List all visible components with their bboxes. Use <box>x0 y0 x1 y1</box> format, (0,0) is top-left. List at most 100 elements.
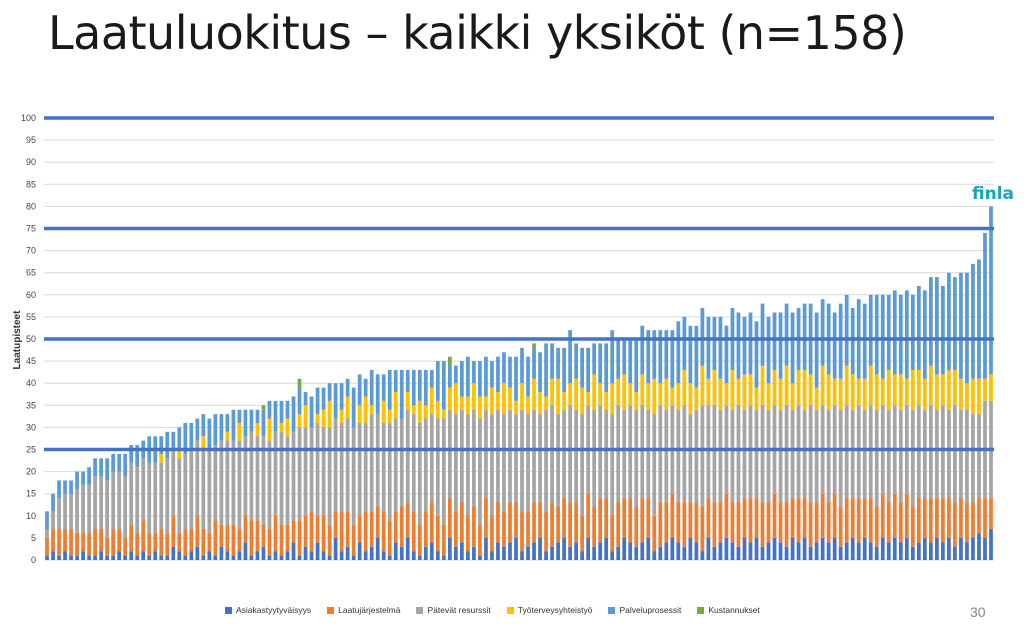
bar-segment <box>225 414 230 432</box>
bar-segment <box>742 316 747 375</box>
bar-segment <box>544 396 548 410</box>
bar-segment <box>135 533 140 556</box>
bar-segment <box>273 400 278 432</box>
bar-segment <box>730 502 735 543</box>
bar-segment <box>664 409 669 503</box>
bar-segment <box>760 405 765 503</box>
bar-segment <box>447 387 452 410</box>
bar-segment <box>712 546 717 560</box>
bar-segment <box>502 546 506 560</box>
bar-segment <box>303 405 308 428</box>
bar-segment <box>862 537 867 560</box>
bar-segment <box>219 546 224 560</box>
bar-segment <box>989 498 993 530</box>
bar-segment <box>760 365 765 406</box>
bar-segment <box>790 537 795 560</box>
bar-segment <box>989 206 993 375</box>
bar-segment <box>405 502 410 538</box>
bar-segment <box>532 378 536 410</box>
bar-segment <box>327 524 332 556</box>
bar-segment <box>237 422 242 441</box>
bar-segment <box>315 387 320 415</box>
bar-segment <box>736 502 741 547</box>
bar-segment <box>375 506 380 538</box>
bar-segment <box>929 498 933 543</box>
bar-segment <box>556 347 560 379</box>
bar-segment <box>652 330 657 379</box>
bar-segment <box>327 427 332 525</box>
bar-segment <box>441 361 446 410</box>
bar-segment <box>466 515 470 552</box>
bar-segment <box>411 414 416 512</box>
bar-segment <box>634 392 639 410</box>
bar-segment <box>237 551 242 560</box>
bar-segment <box>261 405 266 410</box>
bar-segment <box>393 542 398 560</box>
bar-segment <box>261 524 266 547</box>
bar-segment <box>538 352 542 393</box>
bar-segment <box>730 542 735 560</box>
bar-segment <box>490 515 494 552</box>
bar-segment <box>772 537 777 560</box>
bar-segment <box>886 542 891 560</box>
bar-segment <box>754 409 759 499</box>
bar-segment <box>868 294 873 366</box>
chart-legend: Asiakastyytyväisyys Laatujärjestelmä Pätev… <box>225 605 760 615</box>
legend-label: Asiakastyytyväisyys <box>236 605 312 615</box>
bar-segment <box>604 498 609 538</box>
bar-segment <box>922 409 927 499</box>
legend-item: Kustannukset <box>697 605 760 615</box>
bar-segment <box>381 551 386 560</box>
bar-segment <box>953 502 957 547</box>
bar-segment <box>640 374 645 406</box>
bar-segment <box>616 405 621 503</box>
bar-segment <box>57 480 61 499</box>
bar-segment <box>916 405 921 499</box>
bar-segment <box>496 542 500 560</box>
bar-segment <box>808 374 813 406</box>
y-tick-label: 35 <box>26 400 36 410</box>
bar-segment <box>45 529 49 538</box>
bar-segment <box>784 365 789 406</box>
bar-segment <box>959 409 963 499</box>
bar-segment <box>904 290 909 379</box>
bar-segment <box>904 537 909 560</box>
bar-segment <box>640 405 645 499</box>
bar-segment <box>682 502 687 547</box>
bar-segment <box>460 409 464 503</box>
bar-segment <box>598 343 603 384</box>
bar-segment <box>935 409 939 499</box>
bar-segment <box>802 537 807 560</box>
bar-segment <box>556 542 560 560</box>
bar-segment <box>291 520 296 543</box>
bar-segment <box>496 409 500 503</box>
bar-segment <box>45 555 49 560</box>
bar-segment <box>321 427 326 516</box>
y-tick-label: 80 <box>26 201 36 211</box>
bar-segment <box>267 418 272 441</box>
bar-segment <box>183 453 188 530</box>
bar-segment <box>129 462 134 525</box>
bar-segment <box>93 476 97 530</box>
bar-segment <box>706 405 711 499</box>
bar-segment <box>81 484 85 534</box>
bar-segment <box>123 537 128 556</box>
bar-segment <box>550 502 554 547</box>
bar-segment <box>207 449 212 534</box>
bar-segment <box>622 537 627 560</box>
bar-segment <box>874 546 879 560</box>
bar-segment <box>700 365 705 406</box>
bar-segment <box>315 542 320 560</box>
bar-segment <box>478 418 482 525</box>
bar-segment <box>267 529 272 556</box>
bar-segment <box>634 409 639 507</box>
bar-segment <box>616 546 621 560</box>
bar-segment <box>544 343 548 397</box>
bar-segment <box>977 378 981 415</box>
bar-segment <box>321 409 326 428</box>
bar-segment <box>345 396 350 419</box>
bar-segment <box>772 493 777 538</box>
bar-segment <box>423 405 428 419</box>
bar-segment <box>441 418 446 525</box>
bar-segment <box>466 551 470 560</box>
